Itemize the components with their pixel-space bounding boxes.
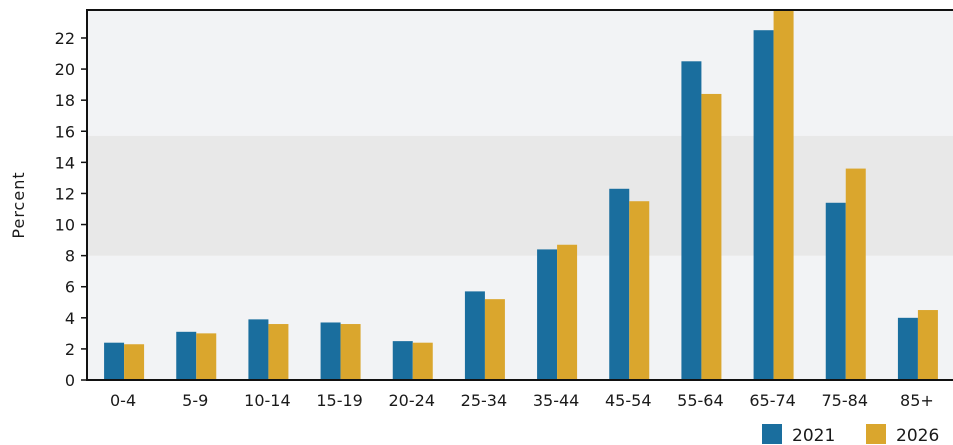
y-tick-label: 18 — [55, 91, 75, 110]
x-tick-label: 75-84 — [822, 391, 869, 410]
bar-2021-5-9 — [176, 331, 197, 380]
bar-2021-55-64 — [681, 61, 702, 380]
y-tick-label: 6 — [65, 278, 75, 297]
y-tick-label: 14 — [55, 153, 75, 172]
legend: 2021 2026 — [762, 424, 939, 445]
x-tick-label: 20-24 — [389, 391, 436, 410]
bar-2021-45-54 — [609, 188, 630, 380]
x-tick-label: 45-54 — [605, 391, 652, 410]
shaded-band — [87, 135, 953, 256]
legend-swatch-2021 — [762, 424, 782, 444]
y-tick-label: 2 — [65, 340, 75, 359]
bar-2026-55-64 — [701, 93, 722, 380]
bar-2021-65-74 — [753, 30, 774, 381]
bar-2021-10-14 — [248, 319, 269, 380]
bar-2026-85+ — [917, 310, 938, 380]
y-tick-label: 8 — [65, 247, 75, 266]
bar-2021-15-19 — [320, 322, 341, 380]
bars-group — [104, 10, 938, 381]
bar-2026-15-19 — [340, 324, 361, 380]
x-axis-ticks: 0-4 5-9 10-14 15-19 20-24 25-34 35-44 45-54 55-6… — [110, 391, 934, 410]
x-tick-label: 55-64 — [677, 391, 724, 410]
bar-2026-5-9 — [196, 333, 217, 380]
bar-2026-75-84 — [845, 168, 866, 380]
y-axis-ticks: 0 2 4 6 8 10 12 14 16 18 20 22 — [55, 29, 87, 390]
bar-2021-85+ — [897, 317, 918, 380]
bar-2021-25-34 — [464, 291, 485, 380]
x-tick-label: 85+ — [900, 391, 934, 410]
y-tick-label: 16 — [55, 122, 75, 141]
x-tick-label: 35-44 — [533, 391, 580, 410]
bar-2026-45-54 — [629, 201, 650, 380]
x-tick-label: 5-9 — [182, 391, 208, 410]
legend-swatch-2026 — [866, 424, 886, 444]
bar-2021-20-24 — [392, 341, 413, 380]
y-tick-label: 12 — [55, 184, 75, 203]
legend-label-2021: 2021 — [792, 426, 835, 445]
bar-2021-75-84 — [825, 202, 846, 380]
x-tick-label: 0-4 — [110, 391, 136, 410]
x-tick-label: 25-34 — [461, 391, 508, 410]
y-tick-label: 20 — [55, 60, 75, 79]
bar-2026-0-4 — [124, 344, 145, 380]
bar-2026-65-74 — [773, 10, 794, 380]
y-tick-label: 4 — [65, 309, 75, 328]
y-tick-label: 0 — [65, 371, 75, 390]
bar-2026-35-44 — [557, 244, 578, 380]
x-tick-label: 10-14 — [244, 391, 291, 410]
y-axis-title: Percent — [9, 171, 28, 238]
y-tick-label: 22 — [55, 29, 75, 48]
x-tick-label: 15-19 — [316, 391, 363, 410]
legend-label-2026: 2026 — [896, 426, 939, 445]
y-tick-label: 10 — [55, 216, 75, 235]
bar-2021-35-44 — [537, 249, 558, 380]
bar-2026-20-24 — [412, 342, 433, 380]
x-tick-label: 65-74 — [749, 391, 796, 410]
bar-2021-0-4 — [104, 342, 125, 380]
bar-2026-25-34 — [484, 299, 505, 380]
bar-2026-10-14 — [268, 324, 289, 380]
